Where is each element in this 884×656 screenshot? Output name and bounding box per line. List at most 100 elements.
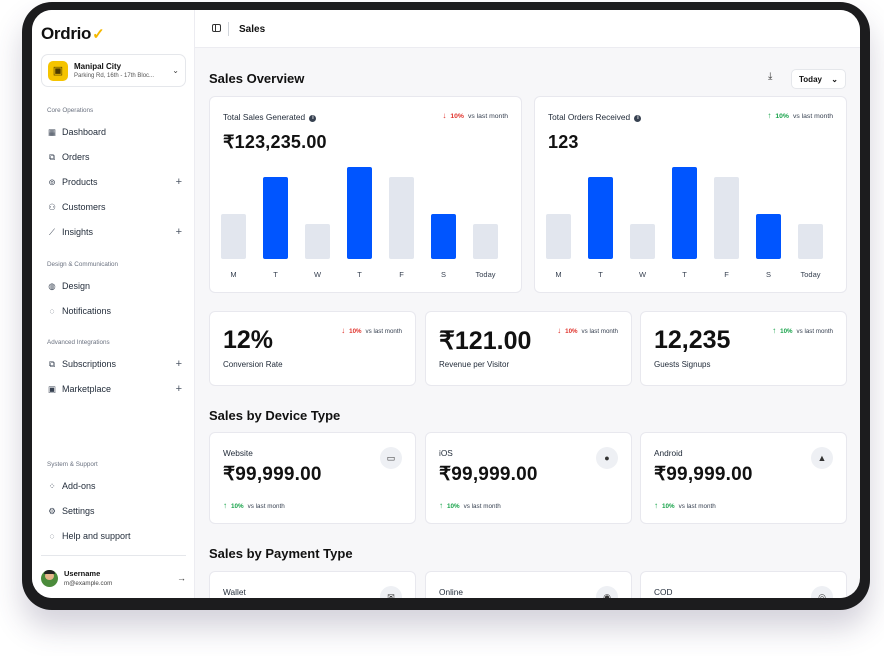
products-icon: ⊚: [48, 176, 56, 187]
arrow-up-icon: ↑: [772, 326, 777, 335]
x-tick-label: S: [441, 270, 446, 279]
trend-indicator: ↑ 10% vs last month: [223, 501, 285, 510]
user-profile[interactable]: Username m@example.com →: [41, 566, 186, 590]
trend-indicator: ↑ 10% vs last month: [654, 501, 716, 510]
info-icon[interactable]: i: [634, 115, 642, 122]
logout-arrow-icon[interactable]: →: [177, 573, 186, 583]
x-tick-label: T: [682, 270, 687, 279]
user-name: Username: [64, 569, 101, 578]
avatar: [41, 569, 58, 587]
user-email: m@example.com: [64, 580, 113, 587]
payment-section-title: Sales by Payment Type: [209, 546, 353, 561]
bar-2: [630, 224, 655, 259]
store-name: Manipal City: [74, 62, 122, 71]
bar-4: [714, 177, 739, 259]
x-tick-label: M: [230, 270, 236, 279]
orders-bar-chart: M T W T F S Today: [546, 167, 823, 279]
sidebar-item-subscriptions[interactable]: ⧉ Subscriptions +: [48, 358, 182, 370]
device-name: Android: [654, 448, 683, 458]
sidebar-item-customers[interactable]: ⚇ Customers: [48, 201, 106, 213]
logo-check-icon: ✓: [92, 26, 105, 43]
android-icon: ▲: [811, 447, 833, 469]
info-icon[interactable]: i: [309, 115, 317, 122]
bar-6: [798, 224, 823, 259]
x-tick-label: W: [639, 270, 647, 279]
trend-indicator: ↑ 10% vs last month: [767, 111, 833, 120]
sidebar-item-insights[interactable]: ⟋ Insights +: [47, 224, 182, 240]
subscriptions-icon: ⧉: [48, 358, 56, 369]
monitor-icon: ▭: [380, 447, 402, 469]
orders-icon: ⧉: [48, 151, 56, 162]
date-range-select[interactable]: Today ⌄: [791, 69, 846, 89]
x-tick-label: T: [357, 270, 362, 279]
expand-plus-icon[interactable]: +: [175, 176, 182, 188]
app-logo[interactable]: Ordrio✓: [41, 24, 105, 44]
bar-5: [756, 214, 781, 259]
device-section-title: Sales by Device Type: [209, 408, 341, 423]
expand-plus-icon[interactable]: +: [175, 358, 182, 370]
total-sales-value: ₹123,235.00: [223, 132, 327, 152]
payment-name: Online: [439, 587, 463, 597]
device-card-ios: iOS ● ₹99,999.00 ↑ 10% vs last month: [425, 432, 632, 524]
device-frame: Ordrio✓ ▣ Manipal City Parking Rd, 16th …: [22, 2, 870, 610]
expand-plus-icon[interactable]: +: [175, 383, 182, 395]
trend-indicator: ↓ 10% vs last month: [341, 326, 402, 335]
sidebar-item-products[interactable]: ⊚ Products +: [48, 176, 182, 188]
metric-label: Conversion Rate: [223, 360, 283, 369]
sales-overview-title: Sales Overview: [209, 71, 305, 86]
metric-value: 12%: [223, 326, 274, 354]
insights-icon: ⟋: [49, 226, 55, 237]
metric-value: 12,235: [654, 326, 731, 354]
device-value: ₹99,999.00: [654, 464, 753, 485]
gear-icon: ⚙: [48, 505, 56, 516]
x-tick-label: Today: [475, 270, 495, 279]
chevron-down-icon: ⌄: [172, 66, 179, 75]
payment-card-cod: COD ◎: [640, 571, 847, 598]
x-tick-label: S: [766, 270, 771, 279]
sidebar-item-addons[interactable]: ⁘ Add-ons: [48, 480, 96, 492]
metric-value: ₹121.00: [439, 327, 532, 355]
x-tick-label: F: [399, 270, 404, 279]
guest-signups-card: 12,235 ↑ 10% vs last month Guests Signups: [640, 311, 847, 386]
trend-indicator: ↑ 10% vs last month: [439, 501, 501, 510]
store-selector[interactable]: ▣ Manipal City Parking Rd, 16th - 17th B…: [41, 54, 186, 87]
x-tick-label: F: [724, 270, 729, 279]
payment-name: Wallet: [223, 587, 246, 597]
store-icon: ▣: [48, 60, 68, 81]
x-tick-label: M: [555, 270, 561, 279]
sidebar-item-design[interactable]: ◍ Design: [48, 280, 91, 292]
bar-4: [389, 177, 414, 259]
sidebar-item-settings[interactable]: ⚙ Settings: [48, 505, 95, 517]
cash-icon: ◎: [811, 586, 833, 598]
card-title: Total Sales Generated i: [223, 112, 317, 122]
sidebar-item-dashboard[interactable]: ▦ Dashboard: [47, 126, 107, 138]
sidebar: Ordrio✓ ▣ Manipal City Parking Rd, 16th …: [32, 10, 195, 598]
conversion-rate-card: 12% ↓ 10% vs last month Conversion Rate: [209, 311, 416, 386]
sidebar-divider: [41, 555, 186, 556]
wallet-icon: ✉: [380, 586, 402, 598]
expand-plus-icon[interactable]: +: [175, 226, 182, 238]
x-tick-label: W: [314, 270, 322, 279]
chevron-down-icon: ⌄: [831, 74, 838, 84]
sidebar-item-marketplace[interactable]: ▣ Marketplace +: [47, 383, 182, 395]
download-icon[interactable]: ⤓: [768, 71, 773, 82]
top-bar: Sales: [195, 10, 860, 48]
dashboard-icon: ▦: [47, 126, 57, 137]
section-label-core: Core Operations: [47, 107, 94, 114]
sidebar-item-orders[interactable]: ⧉ Orders: [48, 151, 90, 163]
sidebar-item-help[interactable]: ◌ Help and support: [47, 528, 182, 544]
metric-label: Revenue per Visitor: [439, 360, 510, 369]
x-tick-label: Today: [800, 270, 820, 279]
sidebar-item-notifications[interactable]: ◌ Notifications: [47, 303, 182, 319]
arrow-up-icon: ↑: [223, 501, 227, 510]
main-content: Sales Sales Overview ⤓ Today ⌄ Total Sale…: [195, 10, 860, 598]
card-title: Total Orders Received i: [548, 112, 642, 122]
sidebar-toggle-icon[interactable]: [212, 24, 221, 32]
bar-0: [221, 214, 246, 259]
x-tick-label: T: [273, 270, 278, 279]
device-name: Website: [223, 448, 253, 458]
device-name: iOS: [439, 448, 453, 458]
card-icon: ◉: [596, 586, 618, 598]
sales-bar-chart: M T W T F S Today: [221, 167, 498, 279]
bar-3: [672, 167, 697, 259]
